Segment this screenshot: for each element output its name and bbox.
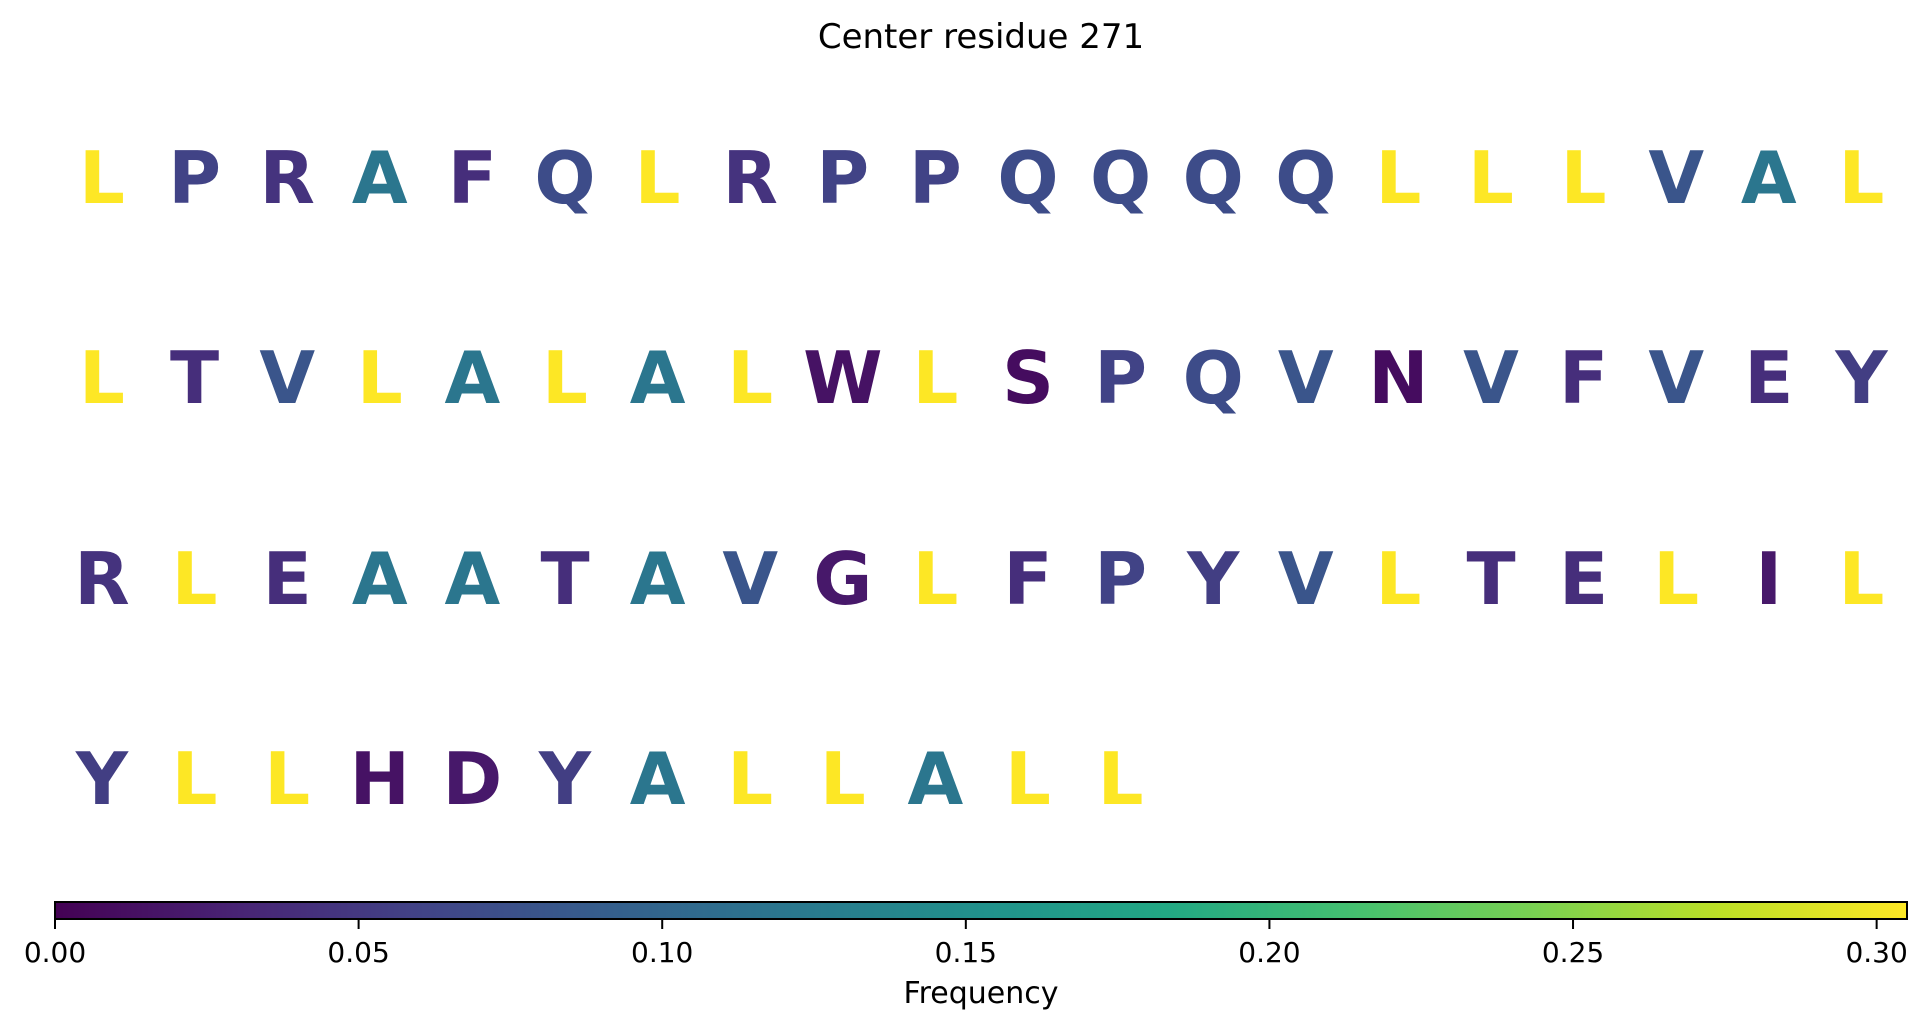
- residue-letter: Q: [1090, 136, 1151, 220]
- residue-letter: L: [1005, 737, 1051, 821]
- residue-letter: A: [1741, 136, 1797, 220]
- residue-letter: Q: [1183, 136, 1244, 220]
- residue-letter: V: [722, 537, 778, 621]
- residue-letter: L: [264, 737, 310, 821]
- colorbar-tick-label: 0.10: [631, 936, 693, 969]
- residue-letter: T: [540, 537, 589, 621]
- residue-letter: L: [635, 136, 681, 220]
- residue-letter: A: [445, 537, 501, 621]
- colorbar: [54, 901, 1908, 920]
- residue-letter: Y: [1186, 537, 1240, 621]
- residue-letter: A: [352, 136, 408, 220]
- residue-letter: Y: [538, 737, 592, 821]
- residue-letter: L: [1561, 136, 1607, 220]
- colorbar-label: Frequency: [904, 976, 1059, 1011]
- colorbar-tick-label: 0.05: [327, 936, 389, 969]
- residue-letter: N: [1368, 336, 1428, 420]
- residue-letter: A: [630, 537, 686, 621]
- residue-letter: L: [912, 537, 958, 621]
- residue-letter: E: [263, 537, 312, 621]
- residue-letter: R: [722, 136, 777, 220]
- residue-letters: L P R A F Q L R P P Q Q Q Q L L L V A LL T V L A L A L W L S P Q V N V F V E Y…: [74, 136, 1888, 821]
- chart-title: Center residue 271: [818, 17, 1144, 57]
- colorbar-ticks: 0.00 0.05 0.10 0.15 0.20 0.25 0.30: [24, 919, 1908, 969]
- residue-letter: V: [1648, 136, 1704, 220]
- residue-letter: V: [1278, 336, 1334, 420]
- residue-letter: L: [1375, 537, 1421, 621]
- residue-letter: Q: [1275, 136, 1336, 220]
- residue-letter: A: [352, 537, 408, 621]
- residue-letter: L: [542, 336, 588, 420]
- residue-letter: A: [630, 336, 686, 420]
- residue-letter: P: [168, 136, 221, 220]
- residue-letter: L: [172, 737, 218, 821]
- residue-letter: R: [259, 136, 314, 220]
- colorbar-tick-label: 0.00: [24, 936, 86, 969]
- residue-letter: V: [1648, 336, 1704, 420]
- residue-letter: H: [350, 737, 410, 821]
- residue-letter: P: [909, 136, 962, 220]
- residue-letter: Q: [1183, 336, 1244, 420]
- colorbar-tick-label: 0.25: [1542, 936, 1604, 969]
- residue-letter: L: [1375, 136, 1421, 220]
- residue-letter: A: [908, 737, 964, 821]
- colorbar-tick-label: 0.20: [1238, 936, 1300, 969]
- residue-letter: L: [1838, 537, 1884, 621]
- residue-letter: E: [1744, 336, 1793, 420]
- residue-letter: T: [170, 336, 219, 420]
- colorbar-tick-label: 0.15: [935, 936, 997, 969]
- residue-letter: V: [259, 336, 315, 420]
- residue-letter: L: [727, 737, 773, 821]
- residue-letter: L: [1653, 537, 1699, 621]
- residue-letter: T: [1466, 537, 1515, 621]
- residue-letter: I: [1755, 537, 1782, 621]
- residue-letter: D: [443, 737, 503, 821]
- residue-letter: L: [357, 336, 403, 420]
- residue-letter: L: [727, 336, 773, 420]
- residue-letter: L: [172, 537, 218, 621]
- residue-letter: L: [1098, 737, 1144, 821]
- residue-letter: P: [1094, 537, 1147, 621]
- residue-letter: L: [1468, 136, 1514, 220]
- residue-letter: Q: [997, 136, 1058, 220]
- residue-letter: A: [630, 737, 686, 821]
- residue-letter: P: [1094, 336, 1147, 420]
- residue-letter: L: [820, 737, 866, 821]
- residue-letter: L: [912, 336, 958, 420]
- residue-letter: A: [445, 336, 501, 420]
- residue-letter: E: [1559, 537, 1608, 621]
- residue-letter: F: [1003, 537, 1052, 621]
- residue-letter: L: [79, 336, 125, 420]
- residue-letter: Y: [1834, 336, 1888, 420]
- colorbar-tick-label: 0.30: [1845, 936, 1907, 969]
- residue-letter: Y: [75, 737, 129, 821]
- residue-letter: Q: [534, 136, 595, 220]
- residue-letter: V: [1278, 537, 1334, 621]
- residue-letter: F: [1559, 336, 1608, 420]
- residue-letter: W: [803, 336, 882, 420]
- residue-letter: G: [813, 537, 872, 621]
- residue-letter: F: [448, 136, 497, 220]
- residue-letter: L: [1838, 136, 1884, 220]
- residue-letter: R: [74, 537, 129, 621]
- residue-letter: V: [1463, 336, 1519, 420]
- residue-letter: L: [79, 136, 125, 220]
- residue-letter: S: [1002, 336, 1054, 420]
- residue-letter: P: [816, 136, 869, 220]
